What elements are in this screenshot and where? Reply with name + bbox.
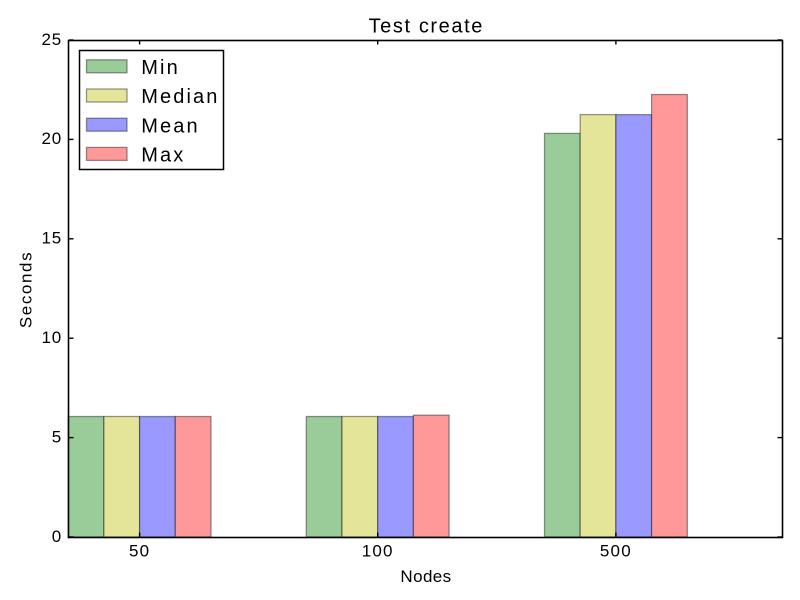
svg-text:10: 10 — [41, 328, 62, 347]
svg-text:5: 5 — [52, 427, 62, 446]
svg-text:100: 100 — [362, 542, 394, 561]
svg-text:Mean: Mean — [141, 115, 199, 137]
svg-text:Test create: Test create — [369, 16, 484, 38]
svg-text:Median: Median — [141, 86, 219, 108]
svg-text:25: 25 — [41, 30, 62, 49]
svg-text:Seconds: Seconds — [17, 251, 36, 328]
svg-text:20: 20 — [41, 129, 62, 148]
svg-text:Min: Min — [141, 57, 180, 79]
svg-text:50: 50 — [129, 542, 150, 561]
svg-text:0: 0 — [52, 527, 62, 546]
svg-text:15: 15 — [41, 229, 62, 248]
svg-text:500: 500 — [600, 542, 632, 561]
svg-text:Nodes: Nodes — [400, 567, 451, 586]
svg-text:Max: Max — [141, 145, 185, 167]
